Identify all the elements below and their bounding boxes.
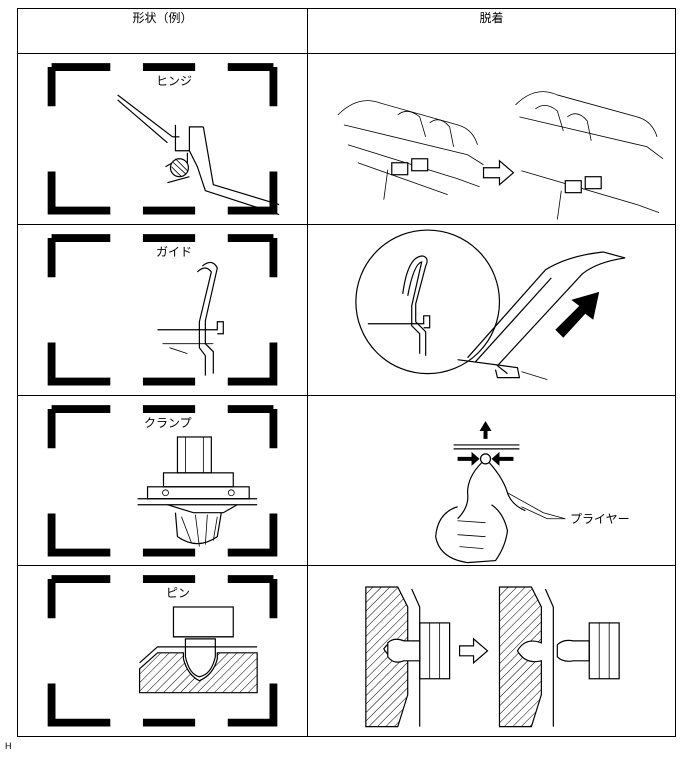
guide-illustration <box>157 261 224 376</box>
shape-cell-clamp: クランプ <box>17 394 308 567</box>
removal-cell-pin <box>307 565 676 737</box>
removal-cell-hinge <box>307 53 676 226</box>
table-row-clamp: クランプ <box>17 394 676 567</box>
footer-code: H <box>5 741 12 751</box>
dashed-box-icon <box>47 404 278 557</box>
shape-label-pin: ピン <box>166 586 191 601</box>
clip-table: 形状（例） 脱着 ヒンジ <box>17 7 676 737</box>
pin-illustration <box>138 606 258 694</box>
shape-cell-guide: ガイド <box>17 224 308 396</box>
table-row-hinge: ヒンジ <box>17 53 676 226</box>
shape-label-hinge: ヒンジ <box>156 74 193 89</box>
guide-removal-illustration <box>355 229 626 381</box>
shape-cell-pin: ピン <box>17 565 308 737</box>
table-row-guide: ガイド <box>17 224 676 396</box>
table-row-pin: ピン <box>17 565 676 737</box>
dashed-box-icon <box>47 63 278 215</box>
shape-cell-hinge: ヒンジ <box>17 53 308 226</box>
pliers-leader-line <box>521 506 566 519</box>
clamp-removal-illustration <box>435 420 566 563</box>
header-removal: 脱着 <box>307 7 676 55</box>
header-row: 形状（例） 脱着 <box>17 7 676 55</box>
hinge-removal-illustration <box>337 91 664 221</box>
dashed-box-icon <box>47 575 278 727</box>
hinge-illustration <box>117 94 280 216</box>
clamp-illustration <box>137 436 258 547</box>
removal-cell-clamp: プライヤー <box>307 394 676 567</box>
dashed-box-icon <box>47 234 278 386</box>
shape-label-guide: ガイド <box>156 245 193 260</box>
removal-cell-guide <box>307 224 676 396</box>
header-shape: 形状（例） <box>17 7 308 55</box>
pin-removal-illustration <box>365 586 620 728</box>
shape-label-clamp: クランプ <box>144 415 192 430</box>
pliers-label: プライヤー <box>570 511 630 526</box>
